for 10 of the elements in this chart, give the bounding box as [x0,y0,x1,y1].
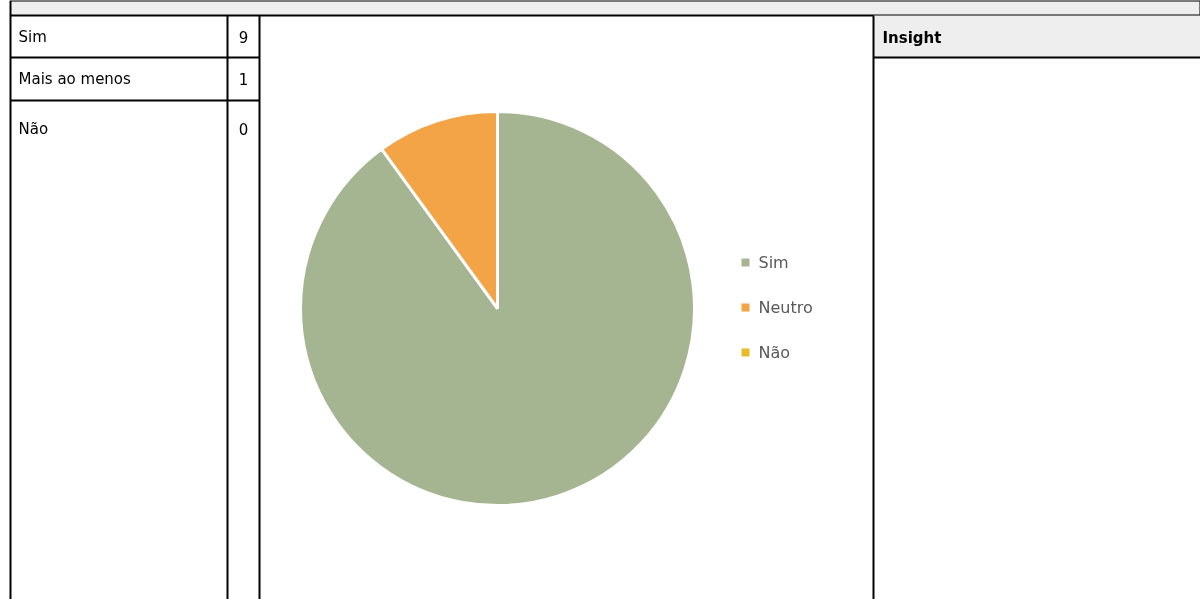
text: Sim [18,27,47,46]
text: 0 [238,120,249,139]
text: Não [18,119,49,138]
legend-label: Não [758,343,791,362]
legend-label: Neutro [758,298,813,317]
legend-label: Sim [758,253,789,272]
text: 1 [238,70,249,89]
text: Insight [882,28,942,47]
text: 9 [238,28,249,47]
text: Mais ao menos [18,69,132,88]
